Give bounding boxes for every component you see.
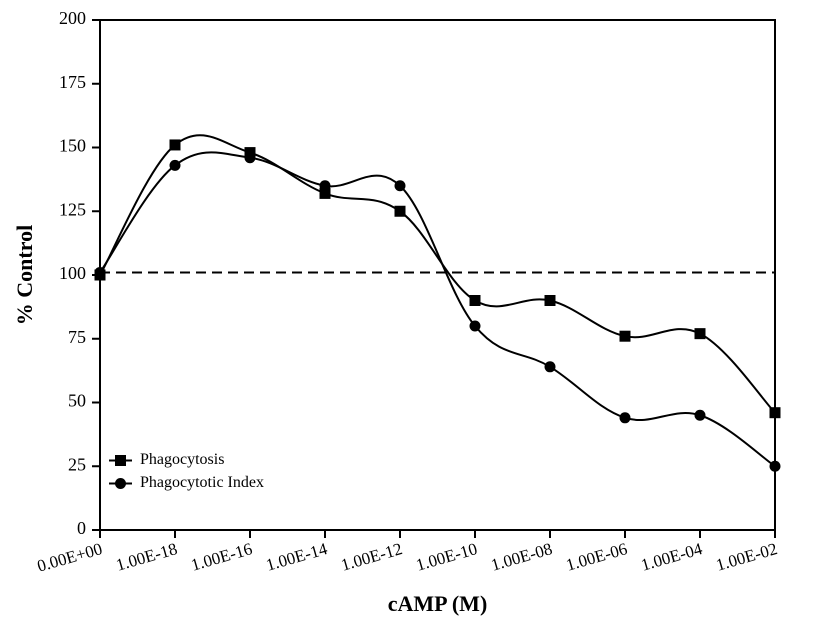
marker-square-0-7 — [620, 331, 631, 342]
x-tick-label: 1.00E-16 — [189, 539, 255, 575]
y-tick-label: 200 — [59, 8, 86, 28]
marker-circle-1-2 — [245, 152, 256, 163]
x-tick-label: 0.00E+00 — [35, 539, 104, 576]
line-chart: 02550751001251501752000.00E+001.00E-181.… — [0, 0, 825, 623]
x-tick-label: 1.00E-12 — [339, 539, 405, 575]
x-tick-label: 1.00E-10 — [414, 539, 480, 575]
y-axis-title: % Control — [12, 225, 37, 325]
marker-circle-1-4 — [395, 180, 406, 191]
y-tick-label: 75 — [68, 327, 86, 347]
marker-square-legend-0 — [115, 455, 126, 466]
y-tick-label: 175 — [59, 72, 86, 92]
marker-circle-1-1 — [170, 160, 181, 171]
marker-square-0-4 — [395, 206, 406, 217]
y-tick-label: 50 — [68, 391, 86, 411]
marker-circle-1-7 — [620, 412, 631, 423]
series-line-1 — [100, 152, 775, 466]
x-tick-label: 1.00E-02 — [714, 539, 780, 575]
y-tick-label: 25 — [68, 454, 86, 474]
y-tick-label: 0 — [77, 518, 86, 538]
x-tick-label: 1.00E-18 — [114, 539, 180, 575]
marker-circle-1-8 — [695, 410, 706, 421]
marker-circle-1-9 — [770, 461, 781, 472]
marker-circle-1-3 — [320, 180, 331, 191]
marker-square-0-6 — [545, 295, 556, 306]
marker-circle-1-5 — [470, 321, 481, 332]
legend-label-1: Phagocytotic Index — [140, 474, 264, 491]
marker-circle-1-6 — [545, 361, 556, 372]
marker-circle-legend-1 — [115, 478, 126, 489]
chart-container: 02550751001251501752000.00E+001.00E-181.… — [0, 0, 825, 623]
marker-square-0-9 — [770, 407, 781, 418]
y-tick-label: 100 — [59, 263, 86, 283]
legend-label-0: Phagocytosis — [140, 451, 224, 468]
marker-square-0-8 — [695, 328, 706, 339]
marker-circle-1-0 — [95, 267, 106, 278]
y-tick-label: 125 — [59, 199, 86, 219]
series-line-0 — [100, 135, 775, 413]
x-tick-label: 1.00E-06 — [564, 539, 630, 575]
marker-square-0-5 — [470, 295, 481, 306]
marker-square-0-1 — [170, 139, 181, 150]
y-tick-label: 150 — [59, 136, 86, 156]
x-axis-title: cAMP (M) — [388, 591, 488, 616]
x-tick-label: 1.00E-08 — [489, 539, 555, 575]
x-tick-label: 1.00E-04 — [639, 539, 705, 575]
x-tick-label: 1.00E-14 — [264, 539, 330, 575]
